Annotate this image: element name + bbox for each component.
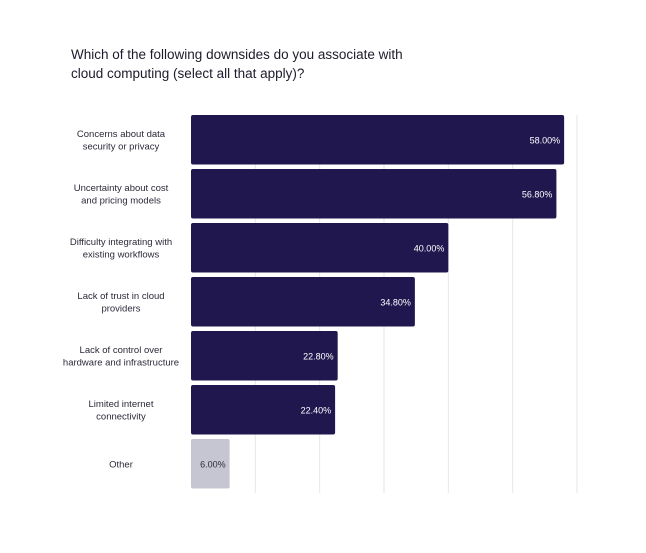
bar xyxy=(191,439,230,489)
bar xyxy=(191,277,415,327)
category-label: Difficulty integrating with existing work… xyxy=(70,237,172,261)
category-label: Limited internet connectivity xyxy=(89,399,154,423)
bar xyxy=(191,385,336,435)
data-label: 58.00% xyxy=(530,135,561,145)
category-label: Uncertainty about cost and pricing models xyxy=(74,183,169,207)
bar xyxy=(191,223,449,273)
data-label: 22.40% xyxy=(301,405,332,415)
category-labels: Concerns about data security or privacy Un… xyxy=(63,129,179,470)
bar xyxy=(191,169,557,219)
data-label: 34.80% xyxy=(380,297,411,307)
chart-title: Which of the following downsides do you … xyxy=(71,47,403,81)
data-label: 6.00% xyxy=(200,459,226,469)
category-label: Concerns about data security or privacy xyxy=(77,129,166,153)
data-label: 56.80% xyxy=(522,189,553,199)
data-label: 22.80% xyxy=(303,351,334,361)
bar xyxy=(191,331,338,381)
category-label: Lack of control over hardware and infrast… xyxy=(63,345,179,369)
data-label: 40.00% xyxy=(414,243,445,253)
bar xyxy=(191,115,565,165)
category-label: Lack of trust in cloud providers xyxy=(77,291,164,315)
bars: 58.00% 56.80% 40.00% 34.80% 22.80% 22.40% 6.00… xyxy=(191,115,565,489)
category-label: Other xyxy=(109,459,133,470)
